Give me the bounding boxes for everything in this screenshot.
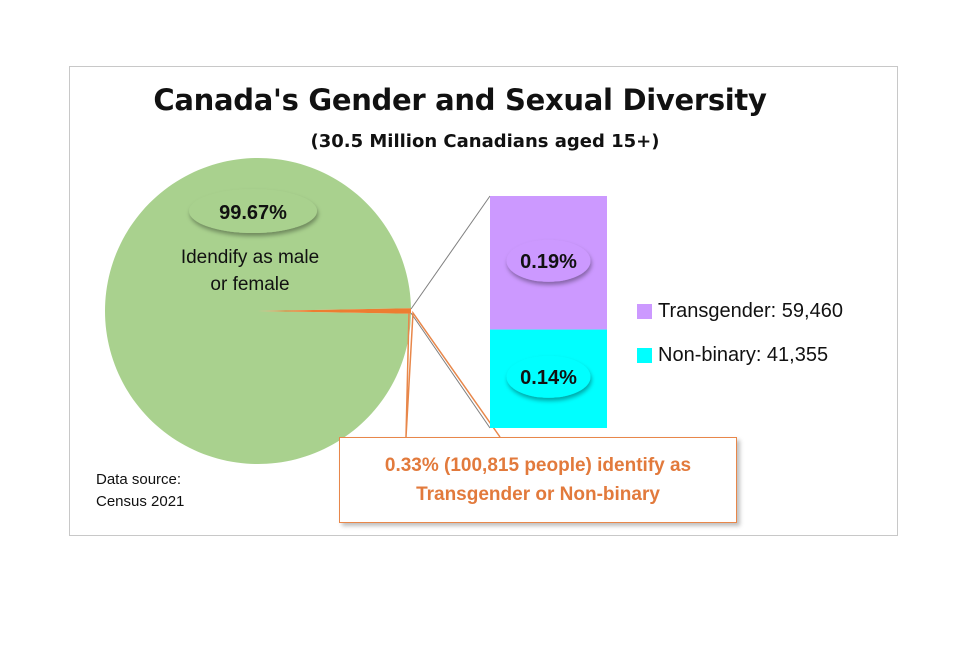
legend-item-nonbinary: Non-binary: 41,355 [637, 342, 828, 368]
legend-label-transgender: Transgender: 59,460 [658, 299, 843, 322]
connector-line-top [410, 195, 491, 310]
legend-item-transgender: Transgender: 59,460 [637, 298, 843, 324]
legend-swatch-nonbinary [637, 347, 652, 363]
legend-label-nonbinary: Non-binary: 41,355 [658, 343, 829, 366]
pie-category-line-2: or female [210, 274, 290, 295]
summary-callout-box: 0.33% (100,815 people) identify as Trans… [339, 437, 737, 523]
nonbinary-value-label: 0.14% [520, 367, 577, 389]
callout-line-2: Transgender or Non-binary [416, 484, 660, 505]
transgender-value-label: 0.19% [520, 251, 577, 273]
data-source-line-1: Data source: [96, 471, 182, 488]
connector-line-bottom [410, 312, 491, 429]
pie-category-label: Idendify as male or female [150, 244, 350, 298]
pie-value-bubble [189, 189, 317, 233]
callout-leader-line [405, 310, 501, 438]
pie-slice-trans-nonbinary [258, 308, 412, 314]
pie-value-label: 99.67% [219, 202, 287, 224]
pie-slice-male-female [105, 158, 411, 465]
pie-category-line-1: Idendify as male [180, 247, 320, 268]
chart-subtitle: (30.5 Million Canadians aged 15+) [310, 131, 660, 152]
data-source-line-2: Census 2021 [96, 493, 185, 510]
legend-swatch-transgender [637, 303, 652, 319]
transgender-value-bubble [506, 239, 591, 282]
callout-line-1: 0.33% (100,815 people) identify as [384, 455, 692, 476]
nonbinary-value-bubble [506, 355, 591, 398]
data-source-note: Data source: Census 2021 [96, 469, 184, 513]
chart-title: Canada's Gender and Sexual Diversity [153, 83, 767, 117]
